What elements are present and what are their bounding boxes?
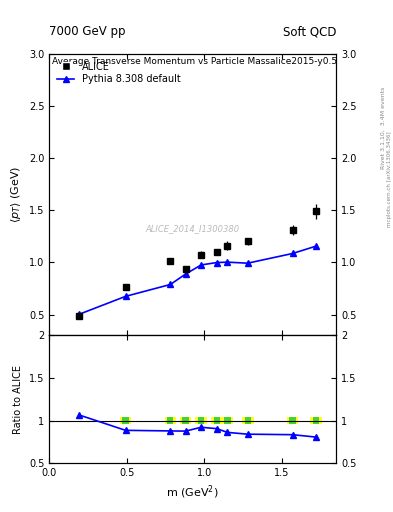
Bar — [182, 417, 189, 424]
Bar — [242, 417, 253, 424]
Bar — [290, 417, 296, 424]
Text: 7000 GeV pp: 7000 GeV pp — [49, 26, 126, 38]
Legend: ALICE, Pythia 8.308 default: ALICE, Pythia 8.308 default — [54, 58, 184, 88]
Bar — [244, 417, 251, 424]
Bar — [195, 417, 207, 424]
Text: Average Transverse Momentum vs Particle Massalice2015-y0.5: Average Transverse Momentum vs Particle … — [52, 57, 337, 66]
Text: ALICE_2014_I1300380: ALICE_2014_I1300380 — [145, 224, 240, 233]
Bar — [120, 417, 132, 424]
Bar — [180, 417, 191, 424]
Bar — [167, 417, 173, 424]
Bar — [213, 417, 220, 424]
Bar — [198, 417, 204, 424]
Bar — [123, 417, 129, 424]
X-axis label: m (GeV$^2$): m (GeV$^2$) — [166, 484, 219, 501]
Bar — [165, 417, 176, 424]
Bar — [211, 417, 222, 424]
Text: Soft QCD: Soft QCD — [283, 26, 336, 38]
Bar — [287, 417, 299, 424]
Bar — [224, 417, 231, 424]
Text: Rivet 3.1.10,  3.4M events: Rivet 3.1.10, 3.4M events — [381, 87, 386, 169]
Bar — [310, 417, 322, 424]
Y-axis label: $\langle p_T \rangle$ (GeV): $\langle p_T \rangle$ (GeV) — [9, 166, 23, 223]
Bar — [222, 417, 233, 424]
Text: mcplots.cern.ch [arXiv:1306.3436]: mcplots.cern.ch [arXiv:1306.3436] — [387, 132, 391, 227]
Y-axis label: Ratio to ALICE: Ratio to ALICE — [13, 365, 23, 434]
Bar — [313, 417, 319, 424]
